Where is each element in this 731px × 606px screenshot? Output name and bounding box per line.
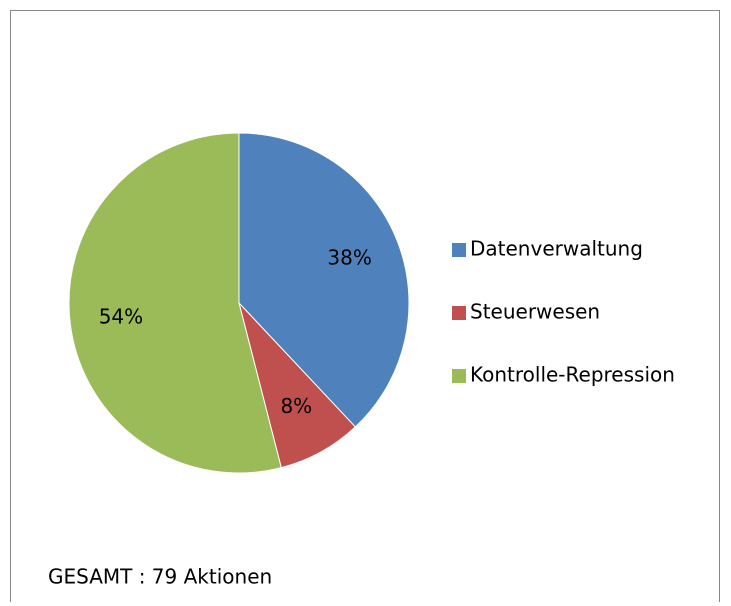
legend-swatch: [452, 306, 466, 320]
legend-swatch: [452, 369, 466, 383]
legend-label: Steuerwesen: [470, 300, 600, 324]
legend-label: Datenverwaltung: [470, 237, 643, 261]
annotation: GESAMT : 79 Aktionen: [48, 565, 272, 589]
data-label: 54%: [99, 304, 143, 328]
legend-swatch: [452, 243, 466, 257]
pie-slice: [238, 132, 410, 428]
legend-label: Kontrolle-Repression: [470, 363, 675, 387]
data-label: 38%: [327, 246, 371, 270]
data-label: 8%: [280, 394, 312, 418]
pie-slice: [68, 132, 282, 474]
